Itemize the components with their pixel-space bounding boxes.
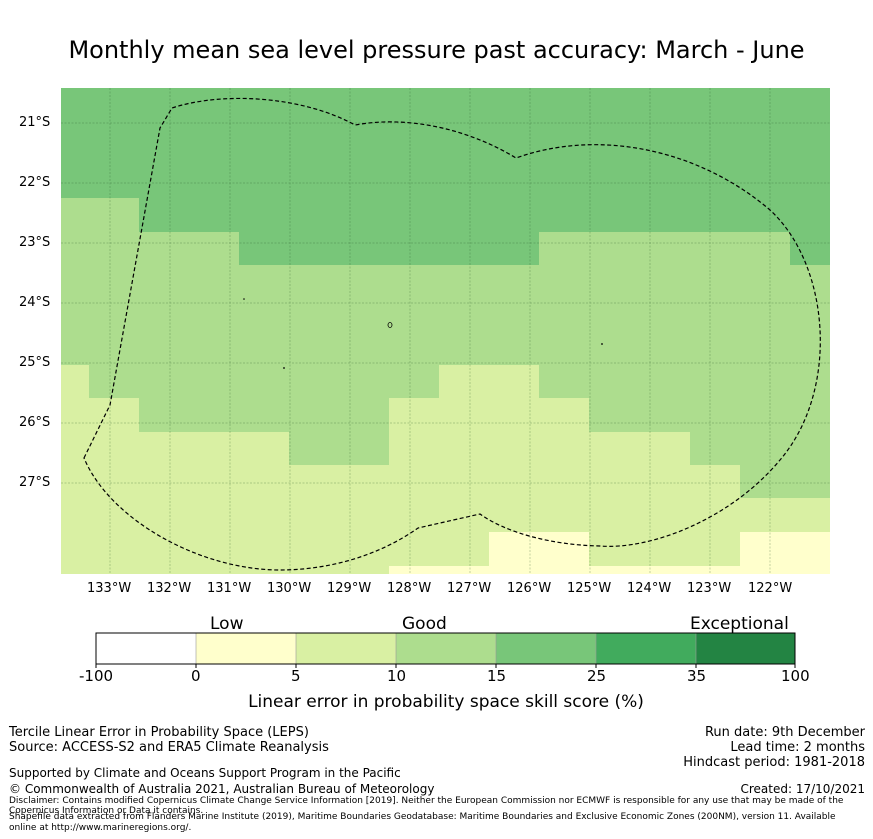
eez-boundary <box>83 97 821 571</box>
lat-label: 22°S <box>19 175 51 190</box>
created-date: Created: 17/10/2021 <box>740 782 865 796</box>
lon-label: 128°W <box>387 581 432 596</box>
copyright-text: © Commonwealth of Australia 2021, Austra… <box>9 782 435 796</box>
disclaimer-line-1: Disclaimer: Contains modified Copernicus… <box>9 796 844 806</box>
lon-label: 125°W <box>567 581 612 596</box>
colorbar-segment <box>296 633 396 664</box>
colorbar-segment <box>596 633 696 664</box>
colorbar-segment <box>196 633 296 664</box>
lat-label: 25°S <box>19 355 51 370</box>
skill-region-15-25 <box>61 88 830 265</box>
colorbar-frame <box>95 632 796 665</box>
colorbar-tick: 25 <box>587 667 607 685</box>
source-text: Source: ACCESS-S2 and ERA5 Climate Reana… <box>9 740 329 755</box>
run-date: Run date: 9th December <box>704 725 865 740</box>
island-marker <box>243 298 245 300</box>
island-marker <box>387 322 393 328</box>
island-marker <box>601 343 603 345</box>
shapefile-line-2: online at http://www.marineregions.org/. <box>9 823 192 833</box>
category-exceptional: Exceptional <box>690 614 789 634</box>
lat-label: 27°S <box>19 475 51 490</box>
lat-label: 21°S <box>19 115 51 130</box>
colorbar <box>95 632 796 668</box>
colorbar-segment <box>96 633 196 664</box>
colorbar-tick: 0 <box>191 667 201 685</box>
colorbar-tick: 100 <box>781 667 810 685</box>
colorbar-segment <box>496 633 596 664</box>
support-text: Supported by Climate and Oceans Support … <box>9 766 401 780</box>
lon-label: 124°W <box>627 581 672 596</box>
colorbar-segment <box>696 633 795 664</box>
shapefile-line-1: Shapefile data extracted from Flanders M… <box>9 812 836 822</box>
lon-label: 131°W <box>207 581 252 596</box>
colorbar-segment <box>396 633 496 664</box>
colorbar-tick: -100 <box>79 667 114 685</box>
lead-time: Lead time: 2 months <box>730 740 865 755</box>
colorbar-tick: 10 <box>387 667 407 685</box>
lon-label: 133°W <box>87 581 132 596</box>
skill-region-5-10 <box>61 365 830 574</box>
island-marker <box>283 367 285 369</box>
colorbar-tick: 15 <box>487 667 507 685</box>
lon-label: 126°W <box>507 581 552 596</box>
method-text: Tercile Linear Error in Probability Spac… <box>9 725 309 740</box>
colorbar-tick: 5 <box>291 667 301 685</box>
disclaimer-line-2: Copernicus Information or Data it contai… <box>9 806 204 816</box>
gridlines <box>61 88 830 574</box>
lat-label: 23°S <box>19 235 51 250</box>
lat-label: 26°S <box>19 415 51 430</box>
lon-label: 127°W <box>447 581 492 596</box>
category-low: Low <box>210 614 244 634</box>
lon-label: 130°W <box>267 581 312 596</box>
skill-region-0-5 <box>389 532 830 574</box>
page-title: Monthly mean sea level pressure past acc… <box>68 36 805 64</box>
category-good: Good <box>402 614 447 634</box>
colorbar-tick: 35 <box>687 667 707 685</box>
lon-label: 123°W <box>687 581 732 596</box>
hindcast-period: Hindcast period: 1981-2018 <box>683 755 865 770</box>
lat-label: 24°S <box>19 295 51 310</box>
lon-label: 122°W <box>748 581 793 596</box>
colorbar-label: Linear error in probability space skill … <box>248 692 644 712</box>
lon-label: 129°W <box>327 581 372 596</box>
lon-label: 132°W <box>147 581 192 596</box>
